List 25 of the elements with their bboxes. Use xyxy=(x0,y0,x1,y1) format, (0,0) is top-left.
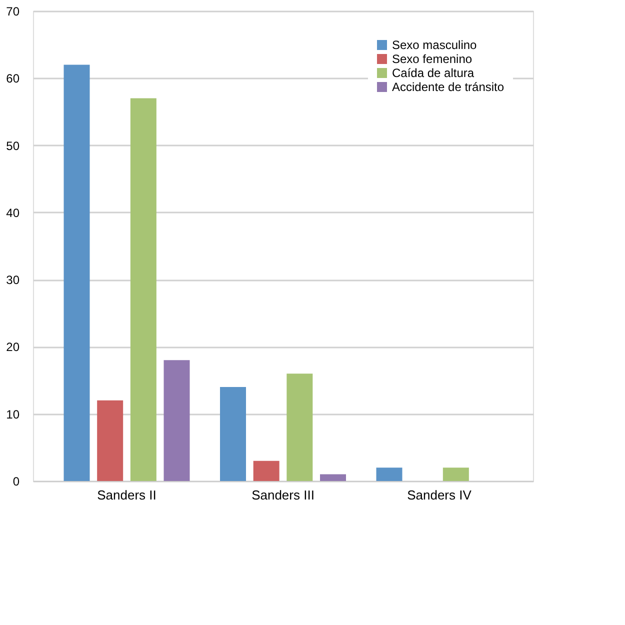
bar xyxy=(220,387,246,481)
legend-label: Sexo femenino xyxy=(392,52,472,66)
legend-label: Accidente de tránsito xyxy=(392,80,504,94)
bar xyxy=(97,400,124,481)
x-tick-label: Sanders II xyxy=(97,488,156,502)
bar xyxy=(130,98,156,481)
bar xyxy=(253,460,280,481)
y-tick-label: 70 xyxy=(6,4,20,18)
bar xyxy=(286,374,313,481)
bar xyxy=(442,468,469,481)
y-tick-label: 50 xyxy=(6,138,20,153)
x-tick-label: Sanders IV xyxy=(407,488,472,502)
bar xyxy=(320,474,346,481)
x-tick-label: Sanders III xyxy=(252,488,314,502)
y-tick-label: 10 xyxy=(6,407,20,422)
y-tick-label: 60 xyxy=(6,72,20,86)
legend-label: Caída de altura xyxy=(392,66,474,80)
y-tick-label: 30 xyxy=(6,273,20,288)
y-tick-label: 0 xyxy=(12,474,20,488)
legend-label: Sexo masculino xyxy=(392,38,478,52)
bar xyxy=(164,360,190,481)
y-tick-label: 40 xyxy=(6,206,20,220)
y-tick-label: 20 xyxy=(6,340,20,354)
bar xyxy=(64,64,90,481)
bar xyxy=(376,468,402,481)
